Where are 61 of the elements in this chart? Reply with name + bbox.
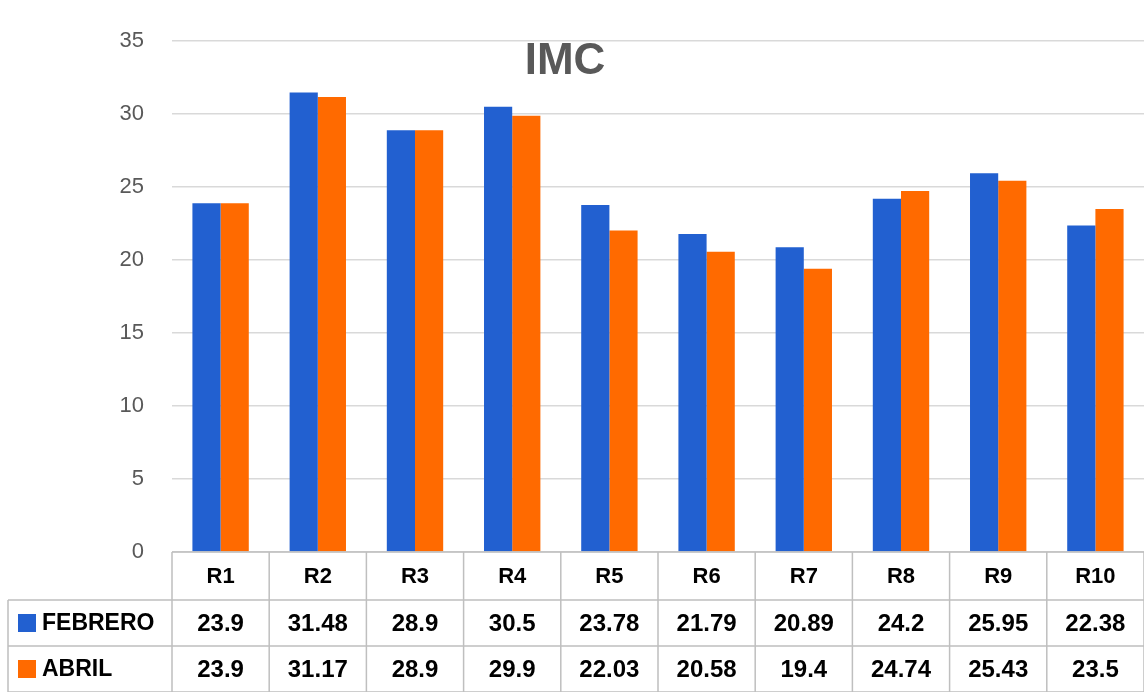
data-label: 24.74 bbox=[870, 654, 932, 682]
bar bbox=[484, 106, 513, 552]
data-label: 31.17 bbox=[287, 654, 348, 682]
data-label: 30.5 bbox=[488, 608, 536, 636]
data-label: 28.9 bbox=[391, 608, 439, 636]
bar bbox=[581, 204, 610, 552]
bar bbox=[998, 180, 1027, 552]
data-label: 21.79 bbox=[676, 608, 737, 636]
bar bbox=[512, 115, 541, 552]
data-label: 23.9 bbox=[197, 608, 244, 636]
bar bbox=[220, 203, 249, 552]
x-tick-label: R4 bbox=[498, 563, 528, 589]
bar bbox=[706, 251, 735, 552]
bar bbox=[678, 233, 707, 552]
bar bbox=[803, 268, 832, 552]
x-tick-label: R6 bbox=[692, 563, 721, 589]
data-label: 23.78 bbox=[579, 608, 640, 636]
data-label: 20.89 bbox=[773, 608, 834, 636]
x-tick-label: R2 bbox=[303, 563, 332, 589]
y-tick-label: 35 bbox=[119, 27, 144, 53]
bar bbox=[317, 97, 346, 552]
data-label: 20.58 bbox=[676, 654, 737, 682]
chart-title: IMC bbox=[524, 34, 606, 84]
data-label: 31.48 bbox=[287, 608, 348, 636]
data-label: 22.03 bbox=[579, 654, 640, 682]
bar bbox=[289, 92, 318, 552]
x-tick-label: R1 bbox=[206, 563, 235, 589]
x-tick-label: R5 bbox=[595, 563, 624, 589]
bar bbox=[192, 203, 221, 552]
bar bbox=[872, 198, 901, 552]
bar bbox=[901, 190, 930, 552]
y-tick-label: 15 bbox=[119, 319, 144, 345]
y-tick-label: 10 bbox=[119, 392, 144, 418]
bar bbox=[386, 130, 415, 552]
bar bbox=[775, 247, 804, 552]
x-tick-label: R7 bbox=[789, 563, 818, 589]
bar bbox=[970, 173, 999, 552]
bar bbox=[1067, 225, 1096, 552]
data-label: 19.4 bbox=[780, 654, 828, 682]
data-label: 29.9 bbox=[488, 654, 536, 682]
data-label: 25.43 bbox=[968, 654, 1029, 682]
data-label: 23.9 bbox=[197, 654, 244, 682]
bar bbox=[1095, 209, 1124, 552]
data-label: 28.9 bbox=[391, 654, 439, 682]
x-tick-label: R3 bbox=[400, 563, 430, 589]
y-tick-label: 30 bbox=[119, 100, 144, 126]
legend-label: ABRIL bbox=[42, 655, 113, 682]
y-tick-label: 5 bbox=[131, 465, 144, 491]
x-tick-label: R8 bbox=[886, 563, 916, 589]
bar bbox=[609, 230, 638, 552]
data-label: 24.2 bbox=[877, 608, 925, 636]
bar bbox=[415, 130, 444, 552]
y-tick-label: 0 bbox=[131, 538, 144, 564]
y-tick-label: 20 bbox=[119, 246, 144, 272]
x-tick-label: R10 bbox=[1075, 563, 1116, 589]
legend-label: FEBRERO bbox=[42, 609, 155, 636]
x-tick-label: R9 bbox=[984, 563, 1013, 589]
data-label: 22.38 bbox=[1065, 608, 1126, 636]
y-tick-label: 25 bbox=[119, 173, 144, 199]
data-label: 25.95 bbox=[968, 608, 1029, 636]
data-label: 23.5 bbox=[1072, 654, 1119, 682]
